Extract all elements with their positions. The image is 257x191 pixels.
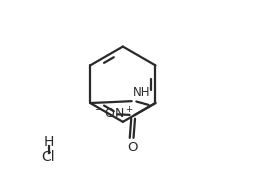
Text: O: O: [127, 141, 138, 154]
Text: $^-$O: $^-$O: [93, 108, 115, 121]
Text: NH: NH: [133, 86, 151, 99]
Text: H: H: [43, 135, 54, 149]
Text: N$^+$: N$^+$: [114, 107, 133, 122]
Text: Cl: Cl: [42, 150, 55, 164]
